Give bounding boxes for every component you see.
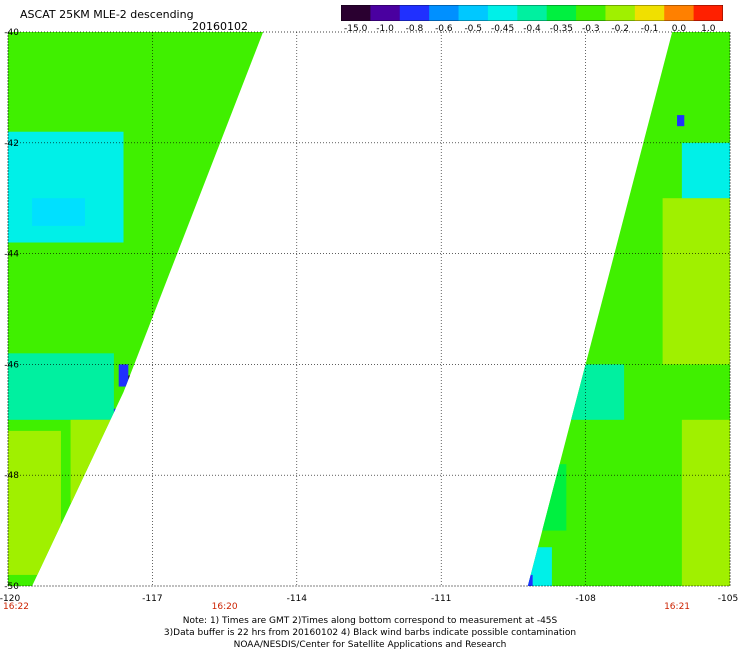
wind-data-patch [8,430,61,575]
wind-data-patch [696,43,730,116]
colorbar-segment [429,5,460,21]
colorbar-tick-label: -0.4 [523,24,541,34]
map-frame [7,31,731,587]
lon-tick-label: -108 [575,594,596,604]
wind-data-patch [681,419,730,586]
time-label: 16:20 [212,602,238,612]
wind-data-patch [542,464,567,531]
colorbar-tick-label: -0.1 [640,24,659,34]
east-swath [527,32,730,586]
colorbar-tick-label: 1.0 [701,24,716,34]
lon-tick-label: -114 [287,594,308,604]
lon-tick-label: -120 [0,594,20,604]
time-label: 16:21 [664,602,690,612]
colorbar-segment [517,5,548,21]
wind-data-patch [523,574,533,586]
wind-data-patch [70,419,124,503]
colorbar-tick-label: 0.0 [671,24,687,34]
wind-data-patch [677,115,685,127]
colorbar-segment [341,5,371,21]
wind-data-patch [32,198,86,226]
footnote-line-3: NOAA/NESDIS/Center for Satellite Applica… [233,640,507,650]
time-label: 16:22 [3,602,29,612]
lon-tick-label: -105 [718,594,738,604]
wind-data-patch [8,131,124,243]
colorbar-segment [605,5,636,21]
footnote-line-1: Note: 1) Times are GMT 2)Times along bot… [182,616,558,626]
colorbar-tick-label: -0.6 [435,24,453,34]
colorbar-segment [693,5,723,21]
map-date: 20160102 [192,20,248,33]
colorbar-segment [664,5,695,21]
wind-data-patch [561,364,625,420]
colorbar-segment [399,5,430,21]
colorbar-tick-label: -1.0 [376,24,394,34]
lat-tick-label: -46 [4,360,19,370]
colorbar-segment [370,5,401,21]
lat-tick-label: -42 [4,139,19,149]
colorbar-segment [634,5,665,21]
colorbar-tick-label: -0.3 [581,24,600,34]
colorbar-tick-label: -0.8 [405,24,424,34]
wind-data-patch [113,408,124,420]
wind-data-patch [128,375,136,387]
colorbar-segment [576,5,606,21]
colorbar-tick-label: -0.2 [611,24,629,34]
lat-tick-label: -44 [4,250,19,260]
lat-tick-label: -50 [4,582,19,592]
lon-tick-label: -117 [142,594,162,604]
lat-tick-label: -48 [4,471,19,481]
colorbar-tick-label: -15.0 [344,24,368,34]
colorbar-segment [458,5,489,21]
colorbar-segment [487,5,518,21]
wind-data-patch [118,364,129,387]
colorbar-tick-label: -0.35 [549,24,574,34]
footnote-line-2: 3)Data buffer is 22 hrs from 20160102 4)… [163,628,577,638]
colorbar-segment [546,5,577,21]
wind-data-patch [662,198,730,365]
lon-tick-label: -111 [431,594,451,604]
colorbar-tick-label: -0.5 [464,24,482,34]
colorbar [341,5,723,21]
lat-tick-label: -40 [4,28,19,38]
colorbar-tick-label: -0.45 [490,24,515,34]
wind-data-patch [8,353,114,420]
map-title: ASCAT 25KM MLE-2 descending [20,8,194,21]
